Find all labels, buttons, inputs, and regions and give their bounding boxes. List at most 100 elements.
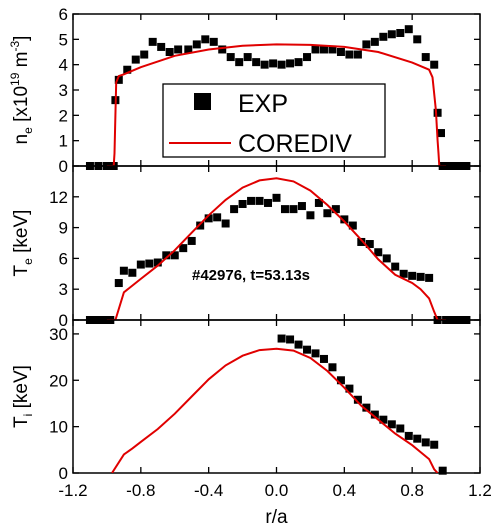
data-point (306, 211, 315, 220)
data-point (311, 349, 320, 358)
data-point (165, 48, 174, 56)
y-axis-title-part: e (21, 127, 35, 134)
data-point (396, 424, 405, 433)
data-point (430, 60, 439, 69)
data-point (218, 45, 227, 54)
y-tick-label: 30 (49, 325, 68, 344)
data-point (353, 395, 362, 404)
data-point (187, 236, 196, 245)
data-point (230, 205, 239, 214)
data-point (213, 213, 222, 222)
data-point (408, 271, 417, 280)
y-axis-title-part: m (11, 52, 32, 73)
data-point (404, 431, 413, 440)
data-point (379, 32, 388, 41)
data-point (201, 35, 210, 44)
x-tick-label: 1.2 (468, 481, 491, 500)
data-point (319, 354, 328, 363)
legend-label-exp: EXP (238, 90, 288, 118)
data-point (238, 199, 247, 208)
x-tick-label: -0.4 (194, 481, 223, 500)
data-point (294, 58, 303, 67)
y-axis-title-part: -3 (8, 41, 22, 52)
data-point (336, 48, 345, 56)
panel-ion-temperature: 0 10 20 30 -1.2 -0.8 -0.4 0.0 0.4 0.8 1.2 r/a Ti [ke… (11, 319, 491, 528)
data-point (362, 40, 371, 49)
data-point (145, 259, 154, 268)
data-point (319, 45, 328, 54)
data-point (416, 272, 425, 281)
y-tick-label: 6 (59, 5, 68, 24)
data-point (289, 205, 298, 214)
data-point (374, 248, 383, 257)
data-point (311, 45, 320, 54)
data-point (387, 420, 396, 429)
data-point (345, 384, 354, 393)
panel-density: 0 1 2 3 4 5 6 ne [x1019 m-3] EXP COREDIV (8, 5, 481, 176)
series-line-corediv (106, 177, 447, 320)
y-tick-label: 5 (59, 30, 68, 49)
data-point (196, 221, 205, 230)
data-point (269, 59, 278, 68)
y-axis-title: Ti [keV] (11, 365, 35, 428)
data-point (174, 45, 183, 54)
data-point (140, 50, 149, 59)
y-tick-label: 0 (59, 464, 68, 483)
x-tick-label: -0.8 (126, 481, 155, 500)
data-point (123, 65, 132, 74)
data-point (314, 198, 323, 207)
data-point (157, 42, 166, 51)
data-point (340, 215, 349, 224)
data-point (365, 240, 374, 249)
series-line-corediv (106, 43, 447, 166)
data-point (286, 59, 295, 68)
y-tick-label: 0 (59, 311, 68, 330)
data-point (280, 205, 289, 214)
data-point (379, 415, 388, 424)
y-axis-title-part: n (11, 134, 32, 145)
x-tick-label: 0.0 (265, 481, 289, 500)
y-axis-title-part: [keV] (11, 210, 32, 259)
data-point (370, 37, 379, 46)
data-point (277, 334, 286, 343)
data-point (396, 29, 405, 37)
y-tick-label: 3 (59, 280, 68, 299)
data-point (119, 266, 128, 275)
data-point (404, 25, 413, 34)
data-point (192, 40, 201, 49)
data-point (286, 335, 295, 344)
data-point (252, 58, 261, 67)
y-axis-title-part: T (11, 416, 32, 428)
y-tick-label: 10 (49, 418, 68, 437)
data-point (204, 214, 213, 223)
data-point (331, 205, 340, 214)
data-point (209, 37, 218, 46)
legend-marker-exp (194, 93, 211, 110)
y-tick-label: 20 (49, 371, 68, 390)
data-point (421, 53, 430, 62)
data-point (255, 196, 264, 205)
y-tick-label: 0 (59, 157, 68, 176)
data-point (425, 273, 434, 282)
series-line-corediv (111, 347, 439, 473)
y-axis-title-part: i (21, 414, 35, 417)
data-point (153, 258, 162, 267)
y-tick-label: 2 (59, 106, 68, 125)
data-point (328, 45, 337, 54)
y-axis-title-part: T (11, 264, 32, 276)
data-point (328, 363, 337, 372)
data-point (303, 345, 312, 354)
data-point (128, 268, 137, 277)
y-axis-title-part: ] (11, 36, 32, 41)
data-point (421, 438, 430, 447)
data-point (399, 269, 408, 278)
y-tick-label: 12 (49, 188, 68, 207)
data-point (170, 251, 179, 260)
data-point (162, 251, 171, 260)
data-point (131, 55, 140, 64)
data-point (413, 35, 422, 44)
y-axis-title: ne [x1019 m-3] (8, 36, 35, 145)
data-point (148, 37, 157, 46)
data-point (277, 60, 286, 69)
data-point (114, 75, 123, 84)
